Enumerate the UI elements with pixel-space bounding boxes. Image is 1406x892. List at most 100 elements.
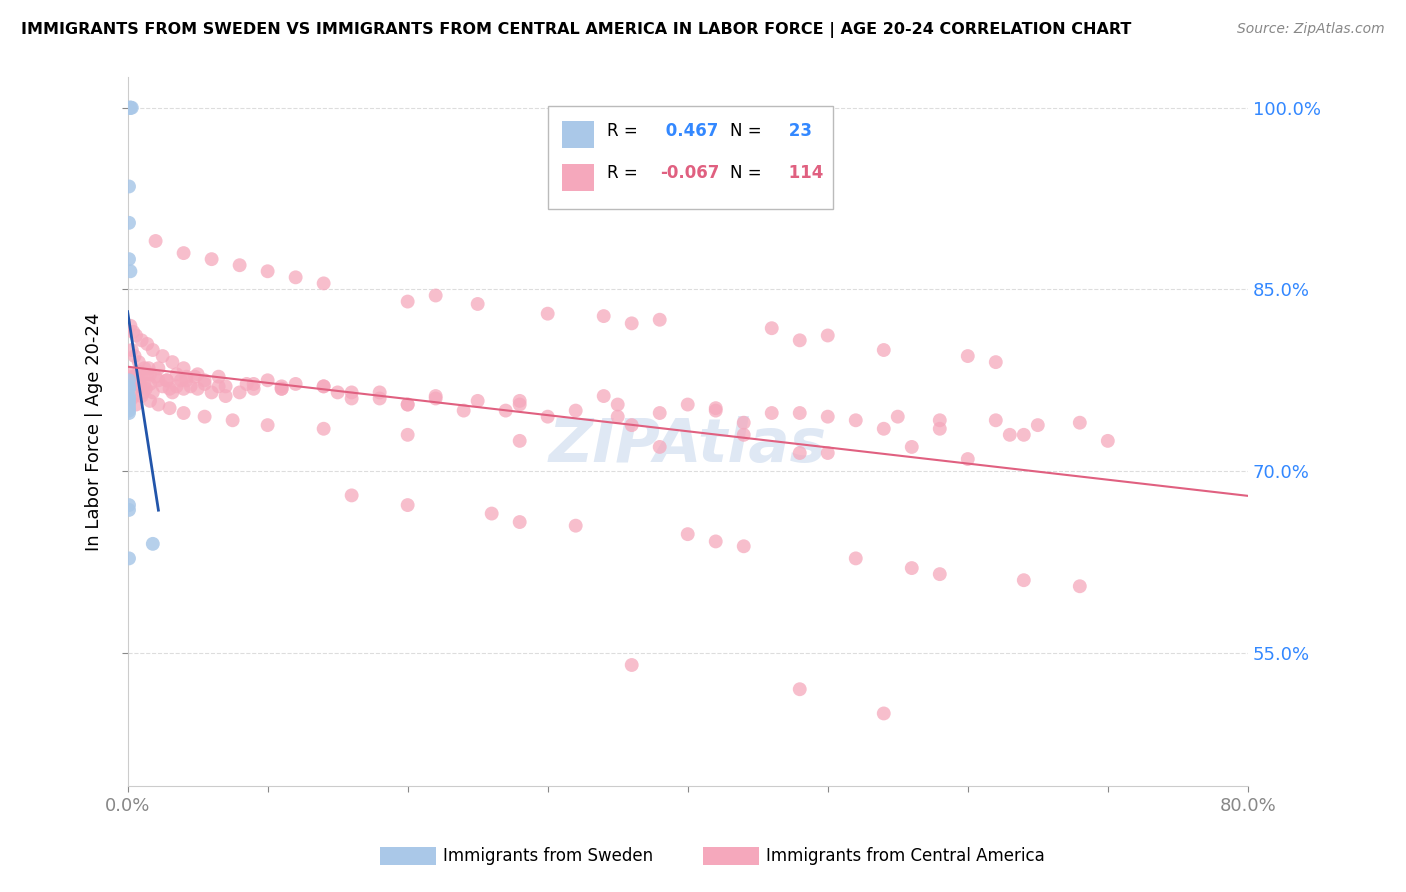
Point [592,389,614,403]
Point [228,258,250,272]
Point [148,361,170,376]
Point [121,392,143,406]
Text: 0.467: 0.467 [659,121,718,139]
Point [509,398,531,412]
Point [120,101,142,115]
Text: -0.067: -0.067 [659,164,718,182]
Point [124,349,146,363]
Text: N =: N = [730,121,762,139]
Point [173,246,195,260]
Point [984,413,1007,427]
Point [176,373,198,387]
Point [928,567,950,582]
Point [118,101,141,115]
Point [136,337,159,351]
Point [900,440,922,454]
Point [873,343,896,357]
Point [121,369,143,384]
Point [509,434,531,448]
Point [368,392,391,406]
Text: Immigrants from Central America: Immigrants from Central America [766,847,1045,865]
Point [620,317,643,331]
Point [873,422,896,436]
Point [733,539,755,553]
Bar [562,164,593,191]
Point [128,355,150,369]
Point [162,385,184,400]
Point [162,355,184,369]
Point [120,101,142,115]
Point [184,369,207,384]
Point [118,252,141,267]
Point [207,379,229,393]
Point [138,361,160,376]
Point [221,413,243,427]
Point [125,328,148,343]
Point [194,409,217,424]
Point [704,403,727,417]
Text: ZIPAtlas: ZIPAtlas [548,417,827,475]
Point [121,343,143,357]
Point [564,518,586,533]
Point [733,416,755,430]
Point [845,551,868,566]
Point [1097,434,1119,448]
Point [956,452,979,467]
Point [564,403,586,417]
Point [170,373,193,387]
Point [928,413,950,427]
Point [242,382,264,396]
Point [928,422,950,436]
Point [118,379,141,393]
Point [127,373,149,387]
Point [396,427,419,442]
Point [733,427,755,442]
Point [120,368,142,382]
Point [148,398,170,412]
Point [1026,418,1049,433]
Point [122,376,145,391]
Point [761,406,783,420]
Point [134,376,156,391]
Point [340,392,363,406]
Text: IMMIGRANTS FROM SWEDEN VS IMMIGRANTS FROM CENTRAL AMERICA IN LABOR FORCE | AGE 2: IMMIGRANTS FROM SWEDEN VS IMMIGRANTS FRO… [21,22,1132,38]
Point [131,334,153,348]
Point [145,369,167,384]
Point [135,382,157,396]
Point [425,288,447,302]
Point [887,409,910,424]
Point [789,406,811,420]
Point [118,398,141,412]
Point [176,369,198,384]
Point [118,389,141,403]
Point [120,264,142,278]
Point [214,389,236,403]
Point [118,551,141,566]
Point [256,264,278,278]
Point [620,658,643,673]
Point [312,277,335,291]
Point [142,343,165,357]
Point [120,318,142,333]
Point [118,503,141,517]
Point [152,349,174,363]
Point [166,368,188,382]
Point [139,376,162,391]
Point [194,376,217,391]
Point [453,403,475,417]
Point [326,385,349,400]
Point [396,398,419,412]
Point [606,398,628,412]
Point [270,379,292,393]
Point [425,389,447,403]
Point [789,334,811,348]
Bar [562,121,593,148]
Point [124,369,146,384]
Point [270,382,292,396]
Point [648,312,671,326]
Point [845,413,868,427]
Point [396,398,419,412]
Text: R =: R = [607,121,638,139]
Point [509,515,531,529]
Point [139,393,162,408]
